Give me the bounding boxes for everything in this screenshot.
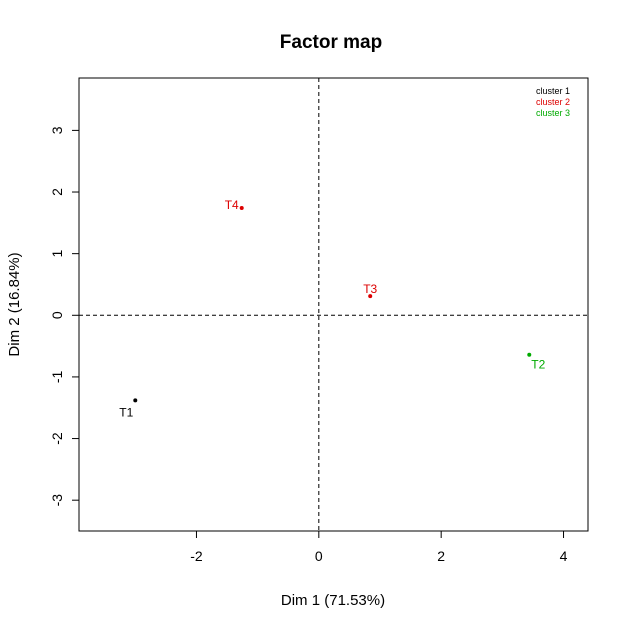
data-point-t3	[368, 294, 373, 299]
y-axis: -3 -2 -1 0 1 2 3	[49, 126, 80, 507]
plot-frame	[78, 77, 589, 532]
point-label-t3: T3	[363, 282, 377, 296]
x-tick-label: 2	[437, 548, 445, 564]
y-axis-label: Dim 2 (16.84%)	[6, 252, 23, 356]
point-label-t2: T2	[531, 358, 545, 372]
x-tick-label: 4	[560, 548, 568, 564]
data-point-t2	[527, 352, 532, 357]
x-axis: -2 0 2 4	[190, 530, 568, 564]
point-label-t4: T4	[225, 198, 239, 212]
y-tick-label: -2	[49, 432, 65, 445]
y-tick-label: 0	[49, 311, 65, 319]
legend-entry-3: cluster 3	[536, 108, 570, 118]
chart-title: Factor map	[280, 32, 382, 53]
y-tick-label: -1	[49, 370, 65, 383]
x-tick-label: -2	[190, 548, 203, 564]
y-tick-label: 2	[49, 188, 65, 196]
data-points: T1 T4 T3 T2	[119, 198, 545, 419]
y-tick-label: 1	[49, 250, 65, 258]
legend-entry-1: cluster 1	[536, 86, 570, 96]
point-label-t1: T1	[119, 405, 133, 419]
x-tick-label: 0	[315, 548, 323, 564]
legend-entry-2: cluster 2	[536, 97, 570, 107]
data-point-t1	[133, 398, 138, 403]
x-axis-label: Dim 1 (71.53%)	[281, 592, 385, 609]
y-tick-label: -3	[49, 494, 65, 507]
reference-lines	[79, 78, 588, 531]
data-point-t4	[239, 206, 244, 211]
y-tick-label: 3	[49, 126, 65, 134]
